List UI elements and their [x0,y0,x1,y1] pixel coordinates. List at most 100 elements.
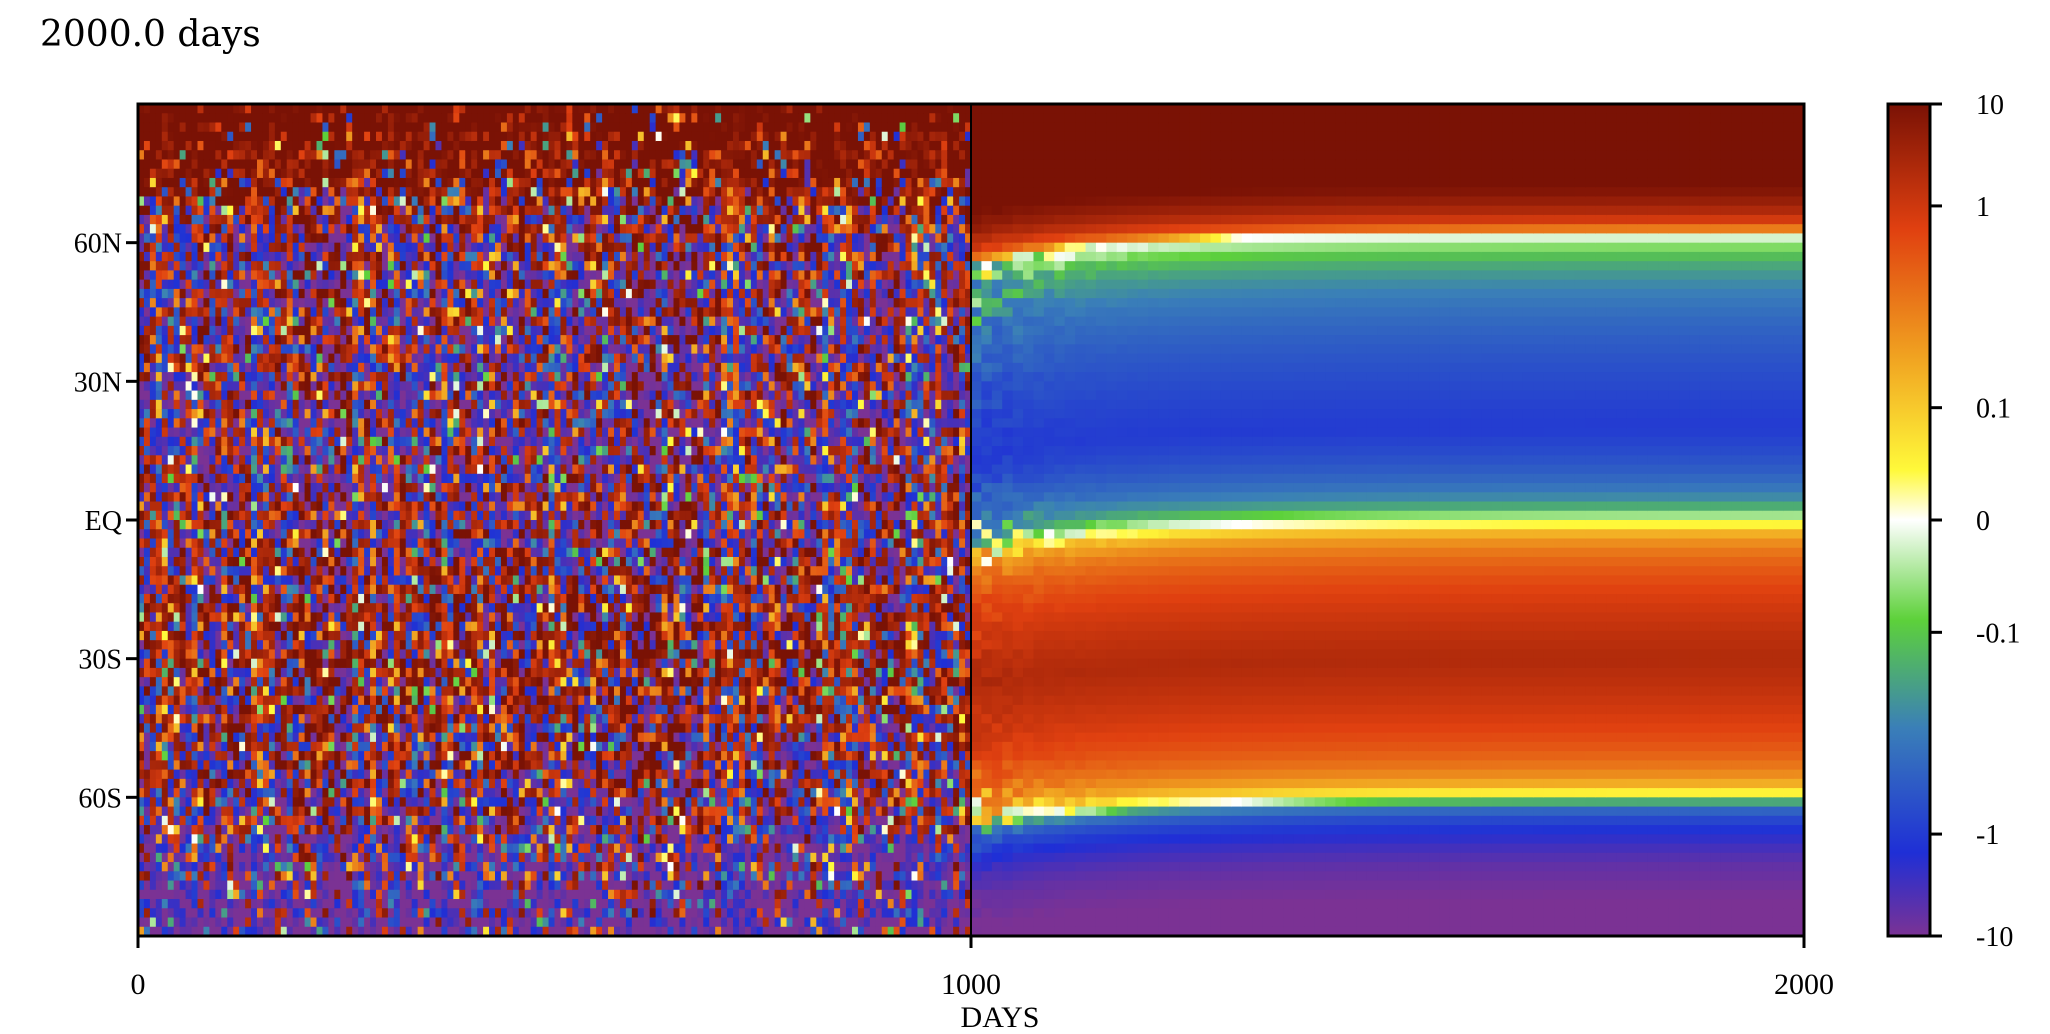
heatmap-cell [197,917,205,928]
heatmap-cell [435,556,443,567]
heatmap-cell [334,769,341,780]
heatmap-cell [191,843,199,854]
heatmap-cell [435,270,443,281]
heatmap-cell [138,325,145,336]
heatmap-cell [262,510,270,521]
heatmap-cell [268,372,276,382]
heatmap-cell [298,741,306,752]
heatmap-cell [358,446,365,456]
heatmap-cell [274,741,282,752]
heatmap-cell [155,251,163,262]
heatmap-cell [310,316,318,327]
heatmap-cell [167,649,175,660]
heatmap-cell [251,390,258,401]
heatmap-cell [370,233,377,244]
heatmap-cell [447,603,454,614]
heatmap-cell [447,196,454,207]
heatmap-cell [298,640,306,651]
heatmap-cell [370,566,377,577]
heatmap-cell [239,510,246,521]
heatmap-cell [286,187,294,198]
heatmap-cell [215,492,222,503]
heatmap-cell [191,131,199,142]
heatmap-cell [358,926,365,936]
heatmap-cell [405,621,413,632]
heatmap-cell [411,113,419,124]
heatmap-cell [387,418,395,429]
heatmap-cell [316,242,324,253]
heatmap-cell [316,741,324,752]
heatmap-cell [393,131,401,142]
heatmap-cell [185,298,193,308]
heatmap-cell [203,658,210,669]
heatmap-cell [149,335,157,345]
heatmap-cell [167,279,175,290]
heatmap-cell [429,723,437,734]
heatmap-cell [167,520,175,530]
heatmap-cell [387,806,395,817]
heatmap-cell [268,140,276,151]
heatmap-cell [233,325,240,336]
heatmap-cell [358,140,365,151]
heatmap-cell [197,806,205,817]
heatmap-cell [387,843,395,854]
heatmap-cell [376,372,383,382]
heatmap-cell [465,187,472,198]
heatmap-cell [399,131,407,142]
heatmap-cell [197,436,205,447]
heatmap-cell [227,418,234,429]
heatmap-cell [262,335,270,345]
heatmap-cell [233,538,240,549]
heatmap-cell [173,492,181,503]
heatmap-cell [191,686,199,697]
heatmap-cell [251,852,258,863]
heatmap-cell [328,852,335,863]
heatmap-cell [376,640,383,651]
heatmap-cell [328,131,335,142]
heatmap-cell [423,640,431,651]
heatmap-cell [441,381,448,392]
heatmap-cell [447,815,454,826]
heatmap-cell [245,695,252,706]
heatmap-cell [251,899,258,909]
heatmap-cell [251,344,258,355]
heatmap-cell [257,362,264,373]
heatmap-cell [441,251,448,262]
heatmap-cell [376,630,383,641]
heatmap-cell [268,455,276,466]
heatmap-cell [453,473,460,484]
heatmap-cell [423,177,431,188]
heatmap-cell [191,612,199,623]
heatmap-cell [197,501,205,512]
heatmap-cell [221,298,228,308]
heatmap-cell [370,732,377,743]
heatmap-cell [209,270,216,281]
heatmap-cell [393,501,401,512]
heatmap-cell [155,621,163,632]
heatmap-cell [316,510,324,521]
heatmap-cell [387,224,395,235]
heatmap-cell [138,769,145,780]
heatmap-cell [161,741,169,752]
heatmap-cell [179,261,187,271]
heatmap-cell [358,483,365,493]
heatmap-cell [340,677,347,687]
heatmap-cell [233,520,240,530]
heatmap-cell [197,714,205,724]
heatmap-cell [191,446,199,456]
heatmap-cell [399,649,407,660]
heatmap-cell [411,630,419,641]
heatmap-cell [191,529,199,540]
heatmap-cell [411,316,419,327]
heatmap-cell [441,547,448,558]
heatmap-cell [239,667,246,678]
heatmap-cell [221,316,228,327]
heatmap-cell [465,344,472,355]
heatmap-cell [340,649,347,660]
heatmap-cell [268,871,276,882]
heatmap-cell [411,473,419,484]
heatmap-cell [334,510,341,521]
heatmap-cell [447,732,454,743]
heatmap-cell [304,501,312,512]
heatmap-cell [417,177,425,188]
